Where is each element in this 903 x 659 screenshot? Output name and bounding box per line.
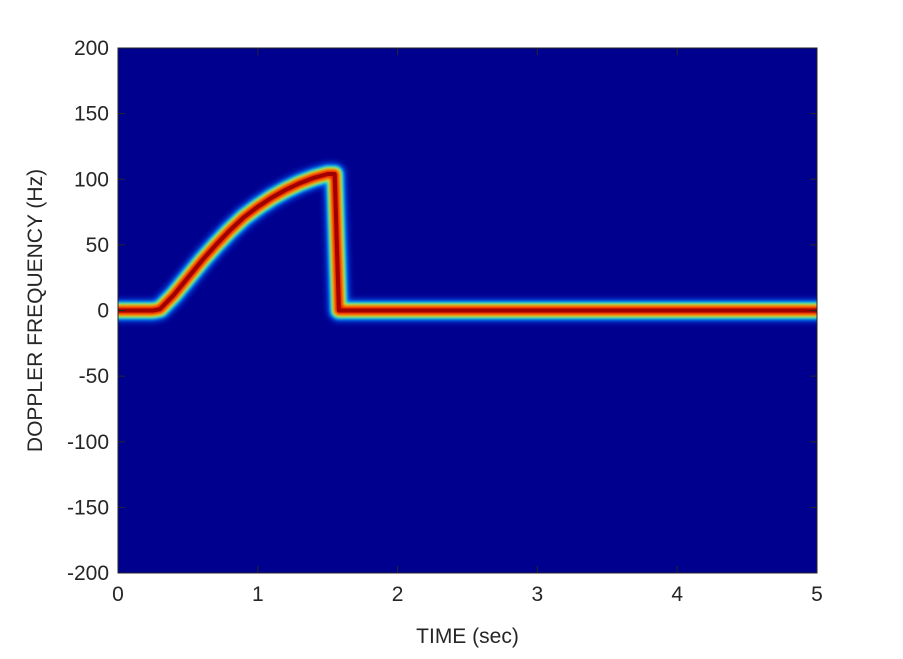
- x-tick-label: 0: [112, 583, 124, 606]
- y-tick-label: -50: [79, 365, 109, 388]
- x-axis-label: TIME (sec): [416, 625, 519, 648]
- y-axis-label: DOPPLER FREQUENCY (Hz): [24, 169, 47, 452]
- y-tick-label: -100: [67, 431, 109, 454]
- x-tick-label: 2: [392, 583, 404, 606]
- y-tick-label: -150: [67, 496, 109, 519]
- x-tick-label: 3: [532, 583, 544, 606]
- x-tick-label: 4: [671, 583, 683, 606]
- x-tick-label: 1: [252, 583, 264, 606]
- y-tick-label: 50: [86, 234, 109, 257]
- y-tick-label: 0: [97, 300, 109, 323]
- y-tick-label: 150: [74, 103, 109, 126]
- y-tick-label: -200: [67, 562, 109, 585]
- y-tick-label: 100: [74, 168, 109, 191]
- y-tick-label: 200: [74, 37, 109, 60]
- x-tick-label: 5: [811, 583, 823, 606]
